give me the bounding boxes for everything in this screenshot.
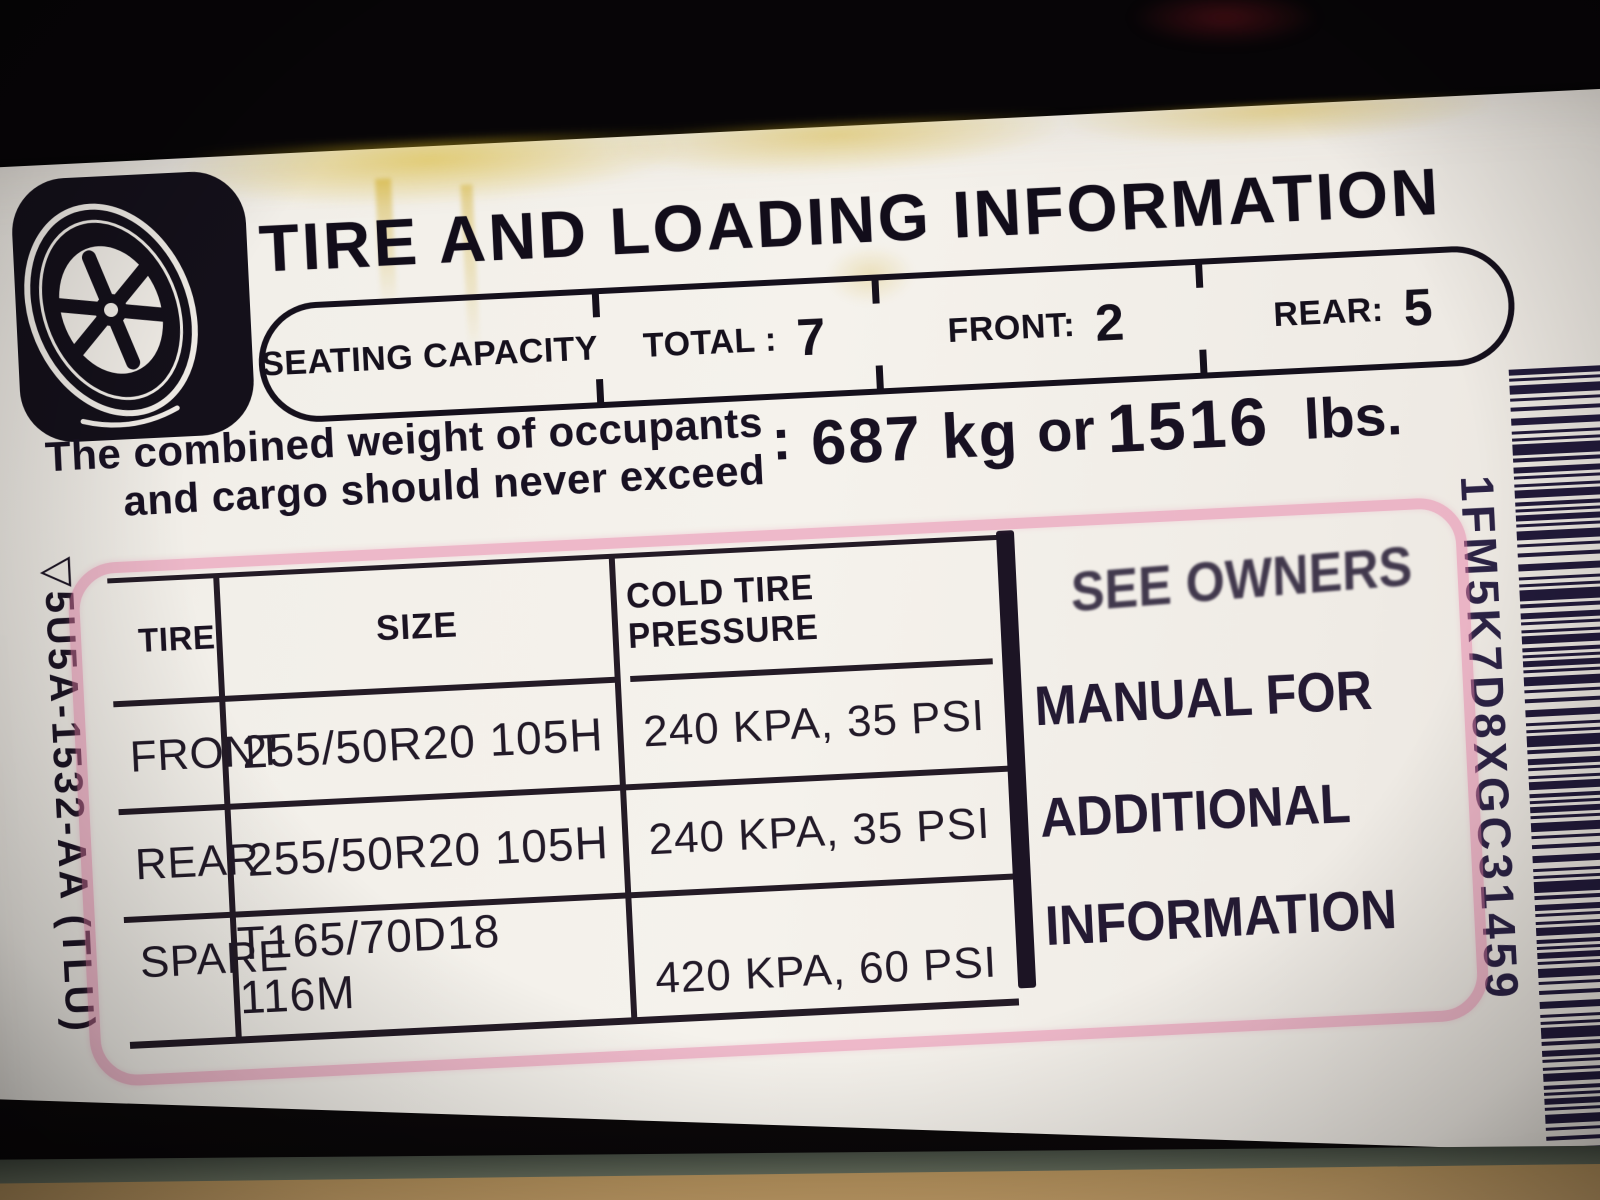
tire-spec-table: TIRE SIZE COLD TIRE PRESSURE FRONT 255/5…: [107, 534, 1020, 1049]
seating-rear-value: 5: [1402, 278, 1434, 338]
weight-metric-value: 687 kg: [809, 398, 1021, 479]
yellow-stain: [1067, 92, 1490, 153]
seating-rear-label: REAR:: [1272, 290, 1385, 334]
column-header-tire: TIRE: [107, 577, 226, 708]
seating-front-cell: FRONT: 2: [872, 265, 1201, 389]
seating-total-label: TOTAL :: [642, 319, 778, 365]
table-row-spare-pressure: 420 KPA, 60 PSI: [654, 937, 999, 1004]
seating-rear-cell: REAR: 5: [1195, 250, 1511, 373]
owners-manual-note: SEE OWNERS MANUAL FOR ADDITIONAL INFORMA…: [1025, 500, 1489, 1021]
table-row-spare-tire: SPARE: [124, 917, 289, 1042]
seating-capacity-heading-cell: SEATING CAPACITY: [260, 294, 600, 418]
table-row-front-pressure: 240 KPA, 35 PSI: [620, 663, 1008, 791]
weight-imperial-value: 1516: [1105, 383, 1272, 468]
seating-front-value: 2: [1093, 293, 1126, 353]
table-row-rear-size: 255/50R20 105H: [230, 790, 632, 918]
divider-tick: [591, 291, 600, 318]
divider-tick: [871, 277, 880, 304]
red-smear-stain: [1130, 0, 1320, 45]
seating-total-value: 7: [795, 308, 828, 368]
owners-manual-note-line: INFORMATION: [1043, 876, 1399, 958]
table-row-rear-tire: REAR: [118, 809, 260, 924]
weight-conjunction: or: [1035, 397, 1097, 466]
divider-tick: [1199, 349, 1208, 376]
weight-imperial-unit: lbs.: [1302, 382, 1404, 452]
weight-colon: :: [770, 407, 793, 474]
table-row-spare-size: T165/70D18 116M: [235, 898, 638, 1037]
column-header-pressure: COLD TIRE PRESSURE: [624, 540, 993, 683]
table-row-rear-pressure: 240 KPA, 35 PSI: [626, 771, 1013, 899]
owners-manual-note-line: MANUAL FOR: [1032, 657, 1374, 738]
tire-icon: [8, 167, 259, 446]
owners-manual-note-line: SEE OWNERS: [1070, 533, 1413, 624]
column-header-size: SIZE: [219, 558, 621, 702]
seating-capacity-heading: SEATING CAPACITY: [260, 328, 600, 384]
part-number-vertical: ▽5U5A-1532-AA (TLU): [35, 555, 103, 1035]
divider-tick: [875, 365, 885, 392]
divider-tick: [595, 378, 605, 406]
tire-loading-placard: TIRE AND LOADING INFORMATION SEATING CAP…: [0, 86, 1600, 1200]
divider-tick: [1194, 261, 1204, 288]
owners-manual-note-line: ADDITIONAL: [1038, 771, 1352, 850]
vin-barcode: [1508, 361, 1600, 1193]
table-row-front-size: 255/50R20 105H: [225, 682, 627, 810]
table-row-front-tire: FRONT: [113, 701, 285, 816]
seating-total-cell: TOTAL : 7: [592, 281, 877, 403]
seating-front-label: FRONT:: [946, 305, 1077, 350]
